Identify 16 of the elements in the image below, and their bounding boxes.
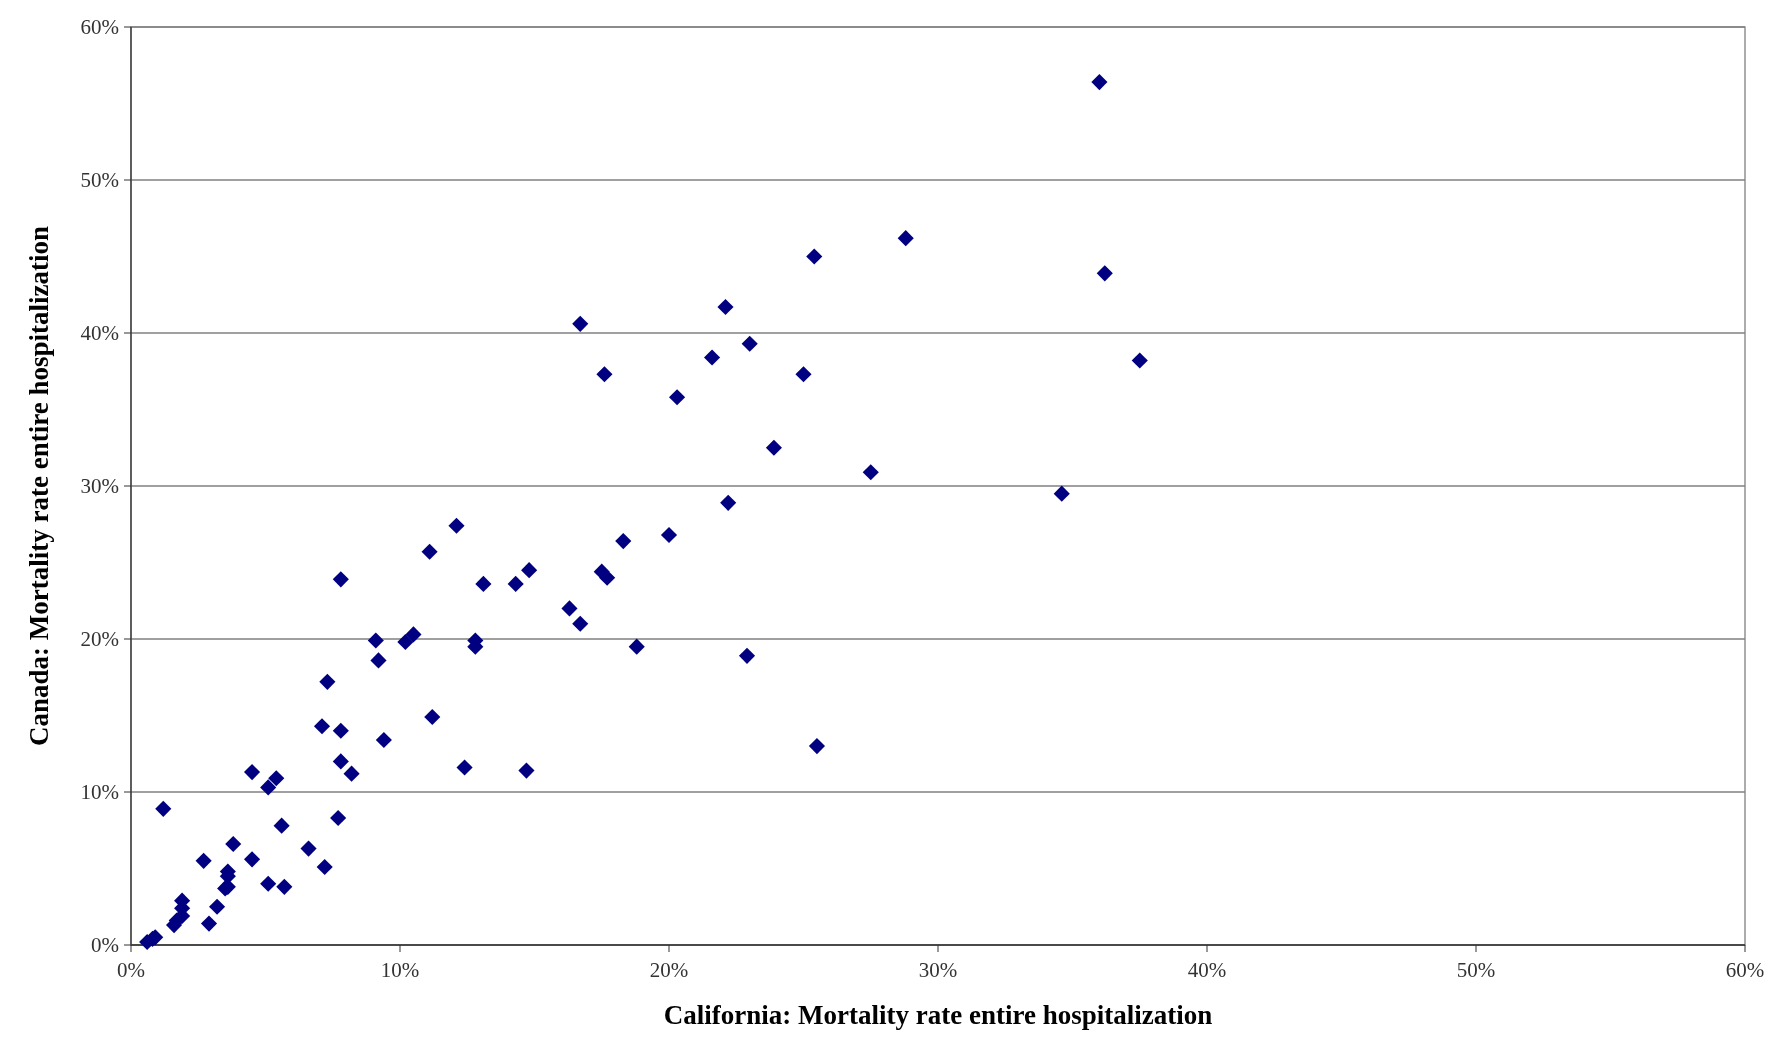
y-tick-label: 50% [80, 168, 119, 192]
x-tick-label: 0% [117, 958, 145, 982]
y-tick-label: 60% [80, 15, 119, 39]
x-tick-label: 50% [1456, 958, 1496, 982]
y-tick-label: 0% [91, 933, 119, 957]
x-tick-label: 20% [649, 958, 689, 982]
y-tick-label: 10% [80, 780, 119, 804]
x-tick-label: 60% [1725, 958, 1765, 982]
x-axis-title: California: Mortality rate entire hospitalization [663, 1000, 1213, 1030]
x-tick-label: 40% [1187, 958, 1227, 982]
x-tick-label: 30% [918, 958, 958, 982]
y-axis-title: Canada: Mortality rate entire hospitalization [24, 226, 54, 746]
y-tick-label: 20% [80, 627, 119, 651]
x-tick-label: 10% [380, 958, 420, 982]
y-tick-label: 30% [80, 474, 119, 498]
y-tick-label: 40% [80, 321, 119, 345]
